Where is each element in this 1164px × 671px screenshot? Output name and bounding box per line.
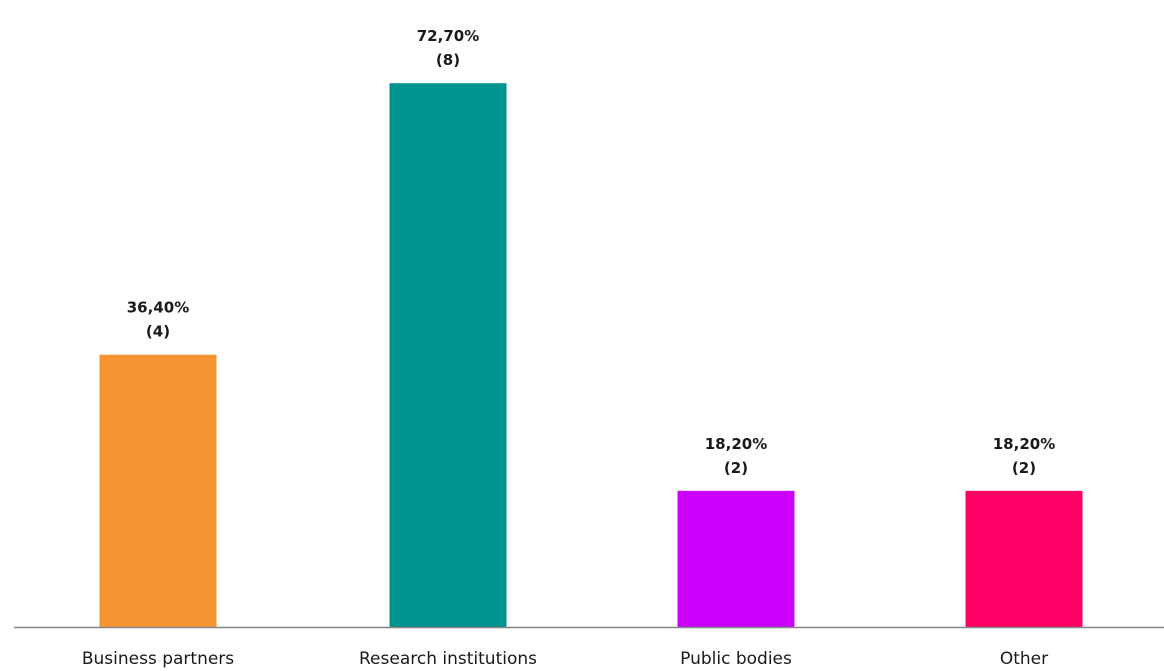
bar-2 <box>389 83 507 628</box>
x-tick-label-3: Public bodies <box>680 649 792 669</box>
bar-1 <box>99 354 217 627</box>
count-label-4: (2) <box>1012 459 1036 477</box>
count-label-2: (8) <box>436 51 460 69</box>
x-tick-label-1: Business partners <box>82 649 234 669</box>
bar-4 <box>965 490 1083 627</box>
bars-group <box>99 83 1083 628</box>
x-tick-labels-group: Business partners Research institutions Pu… <box>82 649 1048 669</box>
x-tick-label-4: Other <box>1000 649 1048 669</box>
count-label-1: (4) <box>146 323 170 341</box>
value-label-3: 18,20% <box>705 435 767 453</box>
count-label-3: (2) <box>724 459 748 477</box>
value-label-2: 72,70% <box>417 27 479 45</box>
value-label-4: 18,20% <box>993 435 1055 453</box>
data-labels-group: 36,40% (4) 72,70% (8) 18,20% (2) 18,20% (2) <box>127 27 1055 477</box>
x-tick-label-2: Research institutions <box>359 649 537 669</box>
value-label-1: 36,40% <box>127 299 189 317</box>
bar-3 <box>677 490 795 627</box>
